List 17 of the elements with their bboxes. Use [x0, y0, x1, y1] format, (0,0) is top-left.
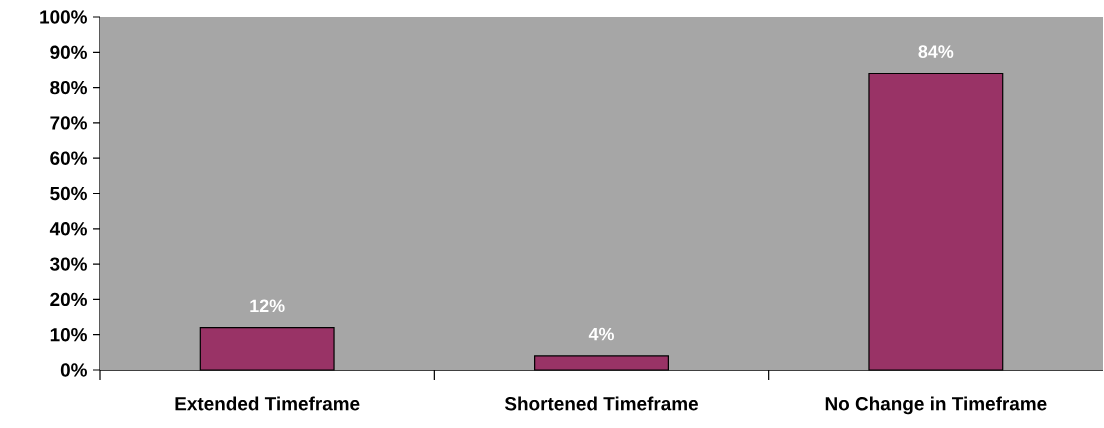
y-tick-label: 100%: [40, 10, 87, 24]
y-tick-label: 40%: [49, 222, 87, 236]
y-tick-label: 50%: [50, 186, 87, 201]
y-tick-label: 80%: [50, 80, 87, 95]
data-label: 12%: [250, 299, 285, 313]
y-tick-label: 90%: [50, 45, 87, 59]
data-label: 84%: [918, 45, 954, 58]
y-tick-label: 10%: [50, 328, 87, 342]
x-tick-label: No Change in Timeframe: [825, 396, 1047, 415]
y-tick-label: 0%: [60, 363, 87, 377]
x-tick-label: Shortened Timeframe: [504, 396, 698, 411]
x-tick-label: Extended Timeframe: [175, 396, 360, 411]
y-tick-label: 30%: [50, 257, 87, 271]
y-tick-label: 70%: [50, 116, 87, 130]
y-tick-label: 20%: [50, 292, 87, 307]
y-tick-label: 60%: [50, 151, 87, 165]
data-label: 4%: [588, 327, 614, 341]
